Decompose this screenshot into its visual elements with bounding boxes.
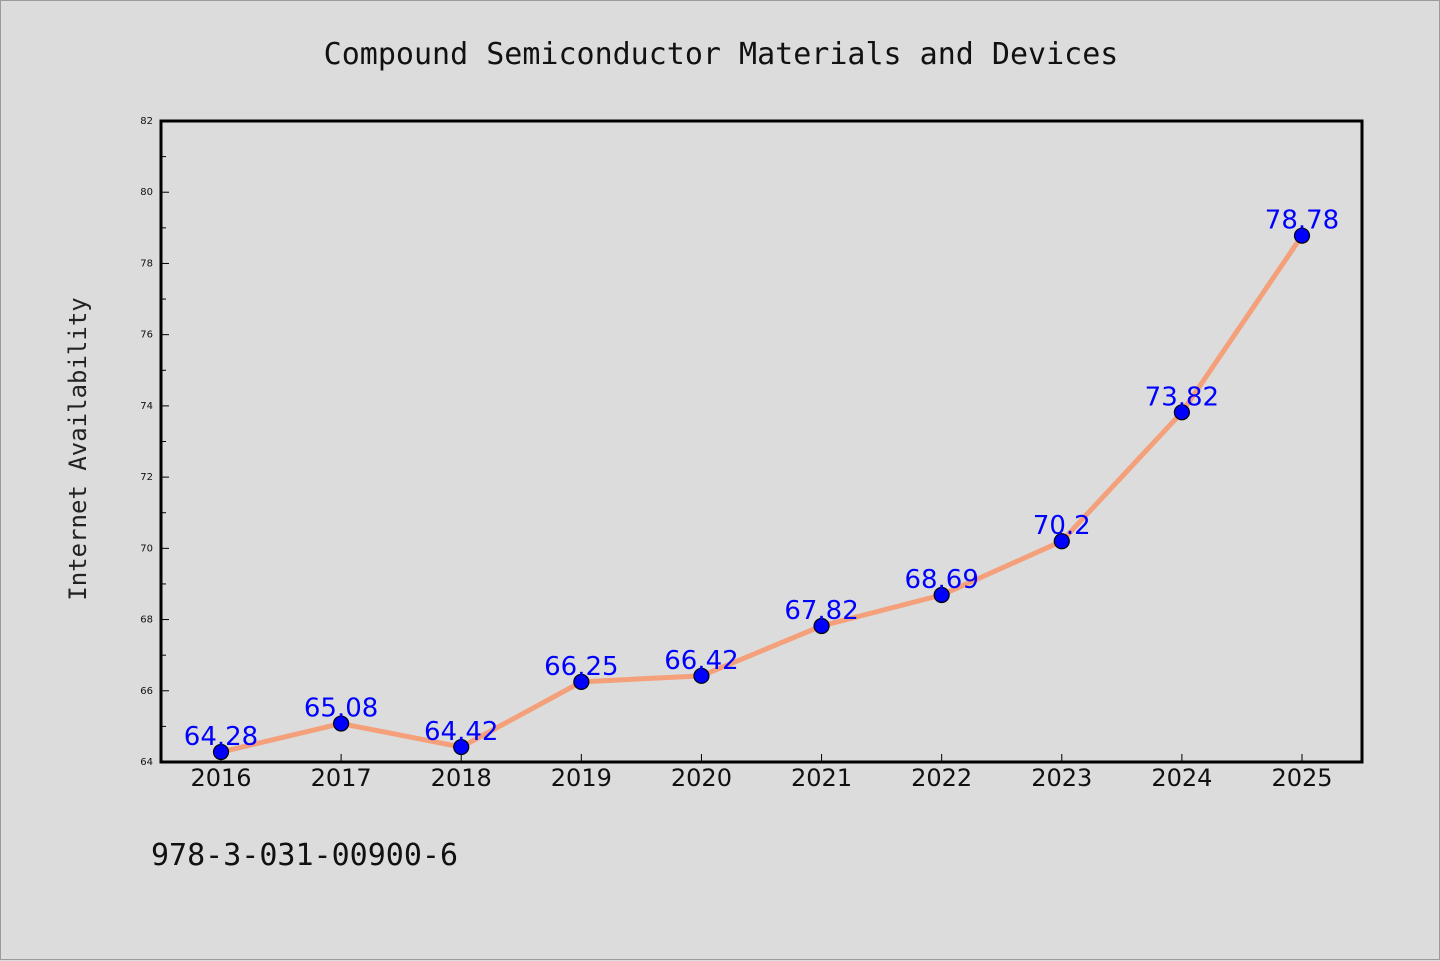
data-point [212, 743, 230, 761]
data-point [1293, 227, 1311, 244]
data-point [1173, 404, 1190, 421]
data-markers [212, 227, 1311, 761]
x-tick-label: 2022 [911, 764, 972, 792]
data-point [453, 738, 470, 756]
x-tick-label: 2025 [1271, 764, 1332, 792]
series-line [218, 233, 1305, 755]
data-point [573, 673, 590, 690]
y-tick-label: 68 [140, 615, 153, 626]
data-label: 64.42 [424, 717, 498, 747]
x-tick-label: 2023 [1031, 764, 1092, 792]
x-axis: 2016 2017 2018 2019 2020 2021 2022 2023 2024 2025 [190, 754, 1333, 792]
data-label: 68.69 [904, 565, 978, 595]
data-point [333, 715, 350, 732]
data-labels: 64.28 65.08 64.42 66.25 66.42 67.82 68.69 70.2 7… [184, 206, 1339, 752]
data-label: 65.08 [304, 694, 378, 724]
data-label: 64.28 [184, 722, 258, 752]
x-tick-label: 2020 [671, 764, 732, 792]
x-tick-label: 2016 [190, 764, 251, 792]
chart-title: Compound Semiconductor Materials and Dev… [324, 37, 1119, 72]
x-tick-label: 2019 [551, 764, 612, 792]
data-point [813, 617, 830, 635]
data-label: 66.25 [544, 652, 618, 682]
isbn-footnote: 978-3-031-00900-6 [151, 838, 458, 873]
data-label: 70.2 [1033, 511, 1091, 541]
data-point [933, 586, 950, 604]
y-axis-label: Internet Availability [64, 297, 92, 600]
y-tick-label: 72 [140, 472, 153, 483]
y-tick-label: 82 [140, 116, 153, 127]
data-point [693, 667, 710, 684]
x-tick-label: 2021 [791, 764, 852, 792]
data-label: 66.42 [664, 646, 738, 676]
data-label: 67.82 [784, 596, 858, 626]
x-tick-label: 2024 [1151, 764, 1212, 792]
y-tick-label: 66 [140, 686, 153, 697]
x-tick-label: 2018 [431, 764, 492, 792]
data-label: 73.82 [1145, 382, 1219, 412]
data-label: 78.78 [1265, 206, 1339, 236]
y-axis: 64 66 68 70 72 74 76 78 80 82 [140, 116, 169, 768]
y-tick-label: 64 [140, 757, 153, 768]
y-tick-label: 80 [140, 187, 153, 198]
data-point [1053, 533, 1070, 550]
y-tick-label: 78 [140, 258, 153, 269]
x-tick-label: 2017 [311, 764, 372, 792]
y-tick-label: 76 [140, 330, 153, 341]
plot-area [159, 119, 1364, 764]
y-tick-label: 70 [140, 543, 153, 554]
y-tick-label: 74 [140, 401, 153, 412]
